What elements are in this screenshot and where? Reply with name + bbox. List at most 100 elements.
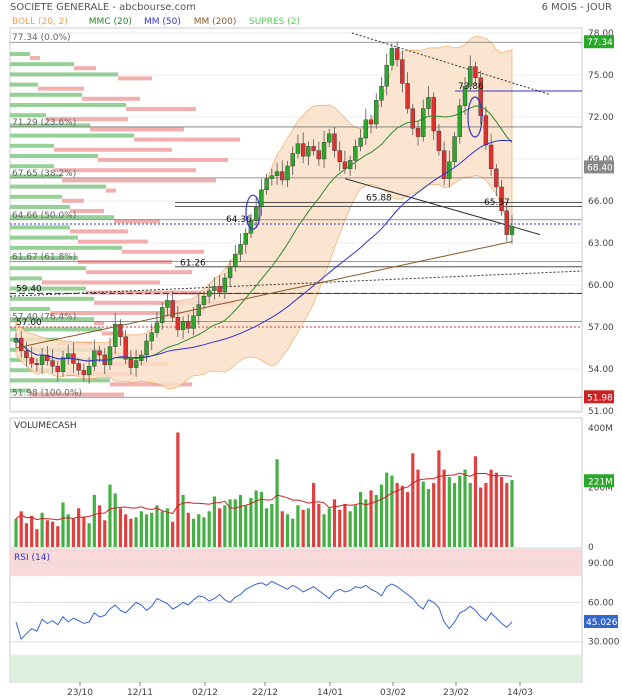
profile-bar-red xyxy=(42,280,160,285)
candle xyxy=(154,322,160,333)
candle xyxy=(285,165,290,181)
volume-bar xyxy=(296,505,300,547)
candle xyxy=(118,324,123,338)
axis-layer: 78.00 75.00 72.00 69.00 66.00 63.00 60.00 57.00… xyxy=(67,29,620,698)
profile-bar-red xyxy=(90,127,184,132)
volume-bar xyxy=(353,505,357,547)
profile-bar-green xyxy=(10,194,62,199)
profile-bar-red xyxy=(110,382,192,387)
volume-bar xyxy=(14,518,18,547)
price-annotation: 64.36 xyxy=(226,215,252,225)
candle xyxy=(405,83,410,109)
candle xyxy=(201,296,207,305)
profile-bar-green xyxy=(10,266,86,271)
volume-bar xyxy=(24,523,29,547)
volume-bar xyxy=(249,497,253,547)
candle xyxy=(368,119,374,125)
volume-badge-bg xyxy=(584,474,614,488)
profile-bar-green xyxy=(10,143,54,148)
profile-bar-red xyxy=(70,209,104,213)
rsi-badge-bg xyxy=(584,615,618,629)
volume-tick-label: 200M xyxy=(588,484,613,494)
volume-bar xyxy=(144,514,149,547)
fibonacci-label: 64.66 (50.0%) xyxy=(12,211,76,221)
volume-bar xyxy=(405,491,410,547)
price-tick-label: 75.00 xyxy=(588,71,614,81)
candle xyxy=(24,350,29,358)
volume-bar xyxy=(280,511,284,547)
candle xyxy=(165,300,170,308)
volume-bar xyxy=(473,456,478,547)
candle xyxy=(290,153,295,167)
candle xyxy=(253,206,259,221)
volume-bar xyxy=(191,518,196,547)
volume-bar xyxy=(270,503,274,547)
chart-title: SOCIETE GENERALE - abcbourse.com xyxy=(10,2,196,13)
volume-bar xyxy=(317,503,321,547)
candle xyxy=(410,108,415,129)
candle xyxy=(509,225,515,235)
volume-bar xyxy=(458,475,462,547)
volume-bar xyxy=(212,496,216,547)
profile-bar-red xyxy=(38,86,84,91)
candle xyxy=(45,354,50,361)
candle xyxy=(233,253,238,267)
indicator-legend: BOLL (20, 2) MMC (20) MM (50) MM (200) SUPRE… xyxy=(12,17,300,27)
candle xyxy=(436,130,442,151)
volume-bar xyxy=(77,508,81,547)
volume-bar xyxy=(400,486,404,547)
volume-bar xyxy=(19,511,23,547)
volume-bar xyxy=(207,511,211,547)
candle xyxy=(112,324,118,347)
candle xyxy=(107,346,113,366)
candle xyxy=(389,48,395,66)
profile-bar-red xyxy=(106,188,116,193)
current-price-badge: 68.40 xyxy=(587,163,613,173)
candle xyxy=(29,357,34,364)
high-badge-bg xyxy=(584,35,614,49)
volume-bar xyxy=(327,508,331,547)
candle xyxy=(316,150,322,160)
volume-bar xyxy=(103,520,107,547)
volume-bar xyxy=(390,475,394,547)
volume-bar xyxy=(332,499,337,547)
price-tick-label: 66.00 xyxy=(588,197,614,207)
x-tick-label: 14/01 xyxy=(317,688,343,698)
candle xyxy=(441,150,447,179)
profile-bar-green xyxy=(10,164,54,169)
volume-bar xyxy=(244,505,248,547)
volume-bar xyxy=(171,521,175,547)
volume-bar xyxy=(463,469,467,547)
profile-bar-red xyxy=(70,229,128,234)
volume-bar xyxy=(129,518,133,547)
profile-bar-red xyxy=(46,117,128,122)
candle xyxy=(280,171,285,181)
x-tick-label: 03/02 xyxy=(380,688,406,698)
candle xyxy=(426,97,431,109)
mm200-line xyxy=(15,241,513,349)
candle xyxy=(337,150,342,163)
candle xyxy=(76,363,81,371)
candle xyxy=(421,108,426,137)
trend-line xyxy=(351,32,551,96)
candle xyxy=(170,300,175,318)
legend-entry: MMC (20) xyxy=(89,17,132,27)
candle xyxy=(97,350,102,356)
price-annotation: 65.57 xyxy=(484,198,510,208)
candle xyxy=(217,286,222,293)
profile-bar-green xyxy=(10,82,38,87)
volume-bar xyxy=(82,517,86,547)
candle xyxy=(384,64,389,87)
candle xyxy=(504,210,509,235)
profile-bar-green xyxy=(10,296,94,301)
volume-bar xyxy=(259,491,263,547)
volume-bar xyxy=(343,503,347,547)
profile-bar-red xyxy=(30,56,40,60)
volume-bar xyxy=(432,483,436,547)
profile-bar-red xyxy=(62,178,216,183)
candle xyxy=(468,66,473,87)
low-badge: 51.98 xyxy=(587,393,613,403)
candle xyxy=(353,146,358,161)
volume-bar xyxy=(301,509,305,547)
